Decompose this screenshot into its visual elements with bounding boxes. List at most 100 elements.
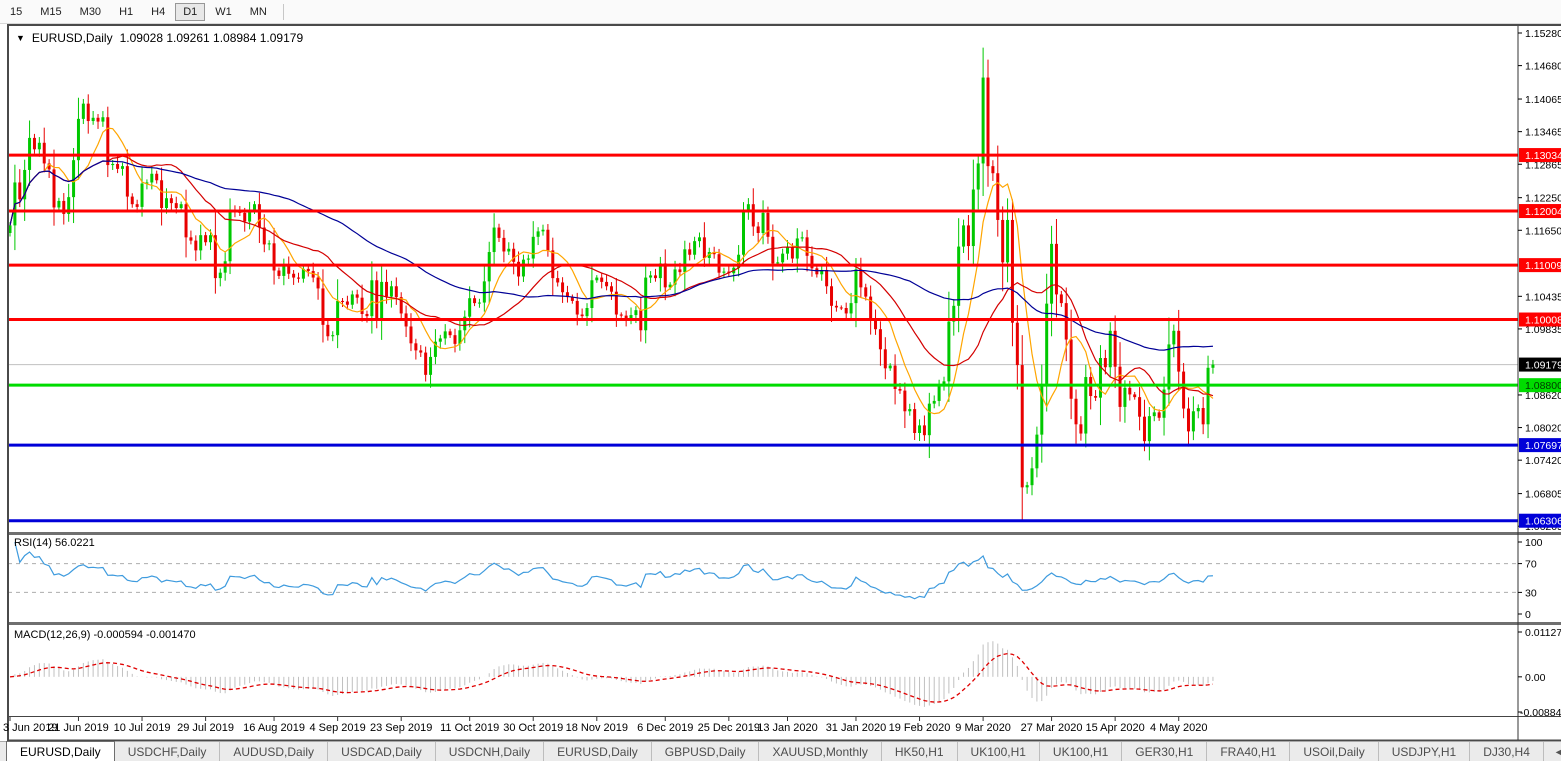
candle-body [1006, 219, 1010, 263]
candle-body [130, 196, 134, 205]
date-label[interactable]: 3 Jun 2019 [3, 722, 57, 734]
tab-uk100-h1[interactable]: UK100,H1 [1040, 742, 1123, 761]
timeframe-button-h4[interactable]: H4 [151, 5, 166, 18]
candle-body [297, 277, 301, 279]
candle-body [1010, 219, 1014, 323]
candle-body [419, 350, 423, 353]
candle-body [218, 272, 222, 279]
candle-body [644, 277, 648, 331]
date-label[interactable]: 19 Feb 2020 [889, 722, 951, 734]
date-label[interactable]: 15 Apr 2020 [1085, 722, 1144, 734]
timeframe-button-h1[interactable]: H1 [119, 5, 134, 18]
candle-body [761, 212, 765, 233]
timeframe-toolbar: 15 M15 M30 H1 H4 D1 W1 MN [0, 0, 1561, 24]
date-label[interactable]: 31 Jan 2020 [826, 722, 887, 734]
macd-indicator-label: MACD(12,26,9) -0.000594 -0.001470 [14, 629, 196, 641]
chart-canvas[interactable]: 1.15280 1.14680 1.14065 1.13465 1.12865 1.122… [0, 24, 1561, 742]
date-label[interactable]: 21 Jun 2019 [48, 722, 109, 734]
tab-gbpusd-daily[interactable]: GBPUSD,Daily [652, 742, 760, 761]
date-label[interactable]: 4 May 2020 [1150, 722, 1207, 734]
candle-body [908, 409, 912, 412]
date-label[interactable]: 11 Oct 2019 [440, 722, 499, 734]
tab-usdjpy-h1[interactable]: USDJPY,H1 [1379, 742, 1471, 761]
rsi-scale-label: 100 [1525, 537, 1543, 549]
tab-usdcad-daily[interactable]: USDCAD,Daily [328, 742, 436, 761]
candle-body [839, 307, 843, 309]
candle-body [345, 301, 349, 305]
candle-body [208, 235, 212, 243]
date-label[interactable]: 30 Oct 2019 [503, 722, 563, 734]
candle-body [590, 280, 594, 308]
candle-body [820, 269, 824, 275]
candle-body [424, 352, 428, 375]
candle-body [1059, 294, 1063, 304]
candle-body [614, 291, 618, 315]
timeframe-button-mn[interactable]: MN [249, 5, 267, 18]
tab-dj30-h4[interactable]: DJ30,H4 [1470, 742, 1544, 761]
tab-scroll-left-icon[interactable]: ◄ [1553, 746, 1561, 757]
date-label[interactable]: 29 Jul 2019 [177, 722, 234, 734]
candle-body [468, 298, 472, 317]
price-level-label-bg [1519, 204, 1561, 219]
candle-body [150, 173, 154, 183]
candle-body [326, 324, 330, 337]
chart-background[interactable] [0, 24, 1561, 742]
timeframe-button-15[interactable]: 15 [10, 5, 23, 18]
price-tick-label: 1.14680 [1525, 61, 1561, 73]
candle-body [1201, 408, 1205, 425]
candle-body [140, 183, 144, 207]
candle-body [658, 263, 662, 279]
candle-body [927, 403, 931, 436]
timeframe-button-m30[interactable]: M30 [79, 5, 102, 18]
candle-body [878, 329, 882, 350]
toolbar-separator [282, 3, 284, 20]
date-label[interactable]: 6 Dec 2019 [637, 722, 693, 734]
candle-body [1020, 365, 1024, 488]
candle-body [174, 203, 178, 208]
candle-body [541, 229, 545, 232]
tab-fra40-h1[interactable]: FRA40,H1 [1207, 742, 1291, 761]
candle-body [663, 263, 667, 288]
candle-body [316, 277, 320, 289]
tab-usoil-daily[interactable]: USOil,Daily [1290, 742, 1379, 761]
tab-audusd-daily[interactable]: AUDUSD,Daily [220, 742, 329, 761]
timeframe-button-d1[interactable]: D1 [175, 2, 206, 21]
tab-eurusd-daily[interactable]: EURUSD,Daily [544, 742, 652, 761]
pane-separator-rsi[interactable] [7, 532, 1561, 535]
candle-body [717, 254, 721, 273]
tab-xauusd-monthly[interactable]: XAUUSD,Monthly [759, 742, 882, 761]
tab-hk50-h1[interactable]: HK50,H1 [882, 742, 958, 761]
candle-body [844, 308, 848, 314]
date-label[interactable]: 25 Dec 2019 [698, 722, 760, 734]
candle-body [135, 204, 139, 207]
candle-body [702, 237, 706, 258]
candle-body [37, 142, 41, 150]
date-label[interactable]: 16 Aug 2019 [243, 722, 305, 734]
tab-eurusd-daily[interactable]: EURUSD,Daily [6, 741, 115, 761]
tab-usdcnh-daily[interactable]: USDCNH,Daily [436, 742, 545, 761]
date-label[interactable]: 23 Sep 2019 [370, 722, 432, 734]
date-label[interactable]: 10 Jul 2019 [114, 722, 171, 734]
timeframe-button-m15[interactable]: M15 [40, 5, 62, 18]
tab-usdchf-daily[interactable]: USDCHF,Daily [115, 742, 221, 761]
candle-body [243, 212, 247, 222]
date-label[interactable]: 4 Sep 2019 [309, 722, 365, 734]
price-tick-label: 1.08020 [1525, 423, 1561, 435]
candle-body [1172, 330, 1176, 345]
date-label[interactable]: 27 Mar 2020 [1021, 722, 1083, 734]
candle-body [350, 294, 354, 305]
candle-body [849, 303, 853, 314]
candle-body [883, 349, 887, 369]
date-label[interactable]: 18 Nov 2019 [566, 722, 628, 734]
date-label[interactable]: 9 Mar 2020 [955, 722, 1011, 734]
tab-uk100-h1[interactable]: UK100,H1 [958, 742, 1040, 761]
candle-body [433, 341, 437, 357]
candle-body [287, 265, 291, 274]
candle-body [365, 313, 369, 317]
timeframe-button-w1[interactable]: W1 [215, 5, 232, 18]
date-label[interactable]: 13 Jan 2020 [757, 722, 818, 734]
candle-body [1157, 412, 1161, 418]
symbol-dropdown-icon[interactable]: ▼ [16, 32, 25, 43]
tab-ger30-h1[interactable]: GER30,H1 [1122, 742, 1208, 761]
pane-separator-macd[interactable] [7, 622, 1561, 625]
